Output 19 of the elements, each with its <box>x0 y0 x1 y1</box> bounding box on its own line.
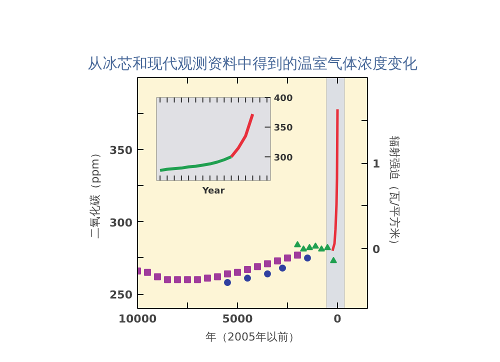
x-axis-title: 年（2005年以前） <box>206 330 300 344</box>
y-tick-label: 300 <box>274 153 293 164</box>
y-tick-label: 350 <box>274 124 293 134</box>
y2-axis-title: 辐射强迫（瓦/平方米） <box>388 136 402 250</box>
y-tick-label: 250 <box>110 288 133 302</box>
y-tick-label: 350 <box>110 144 133 158</box>
line-series <box>331 108 339 252</box>
x-tick-label: 0 <box>334 312 342 326</box>
y2-tick-label: 1 <box>372 158 380 171</box>
y-axis-title: 二氧化碳（ppm） <box>88 148 102 238</box>
x-tick-label: 5000 <box>222 312 254 326</box>
chart-title: 从冰芯和现代观测资料中得到的温室气体浓度变化 <box>88 54 418 72</box>
y-tick-label: 400 <box>274 94 293 104</box>
line-series <box>230 112 254 158</box>
x-axis-title: Year <box>201 186 226 196</box>
y-tick-label: 300 <box>110 216 133 230</box>
line-series <box>158 155 233 172</box>
x-tick-label: 10000 <box>118 312 157 326</box>
y2-tick-label: 0 <box>372 243 380 256</box>
